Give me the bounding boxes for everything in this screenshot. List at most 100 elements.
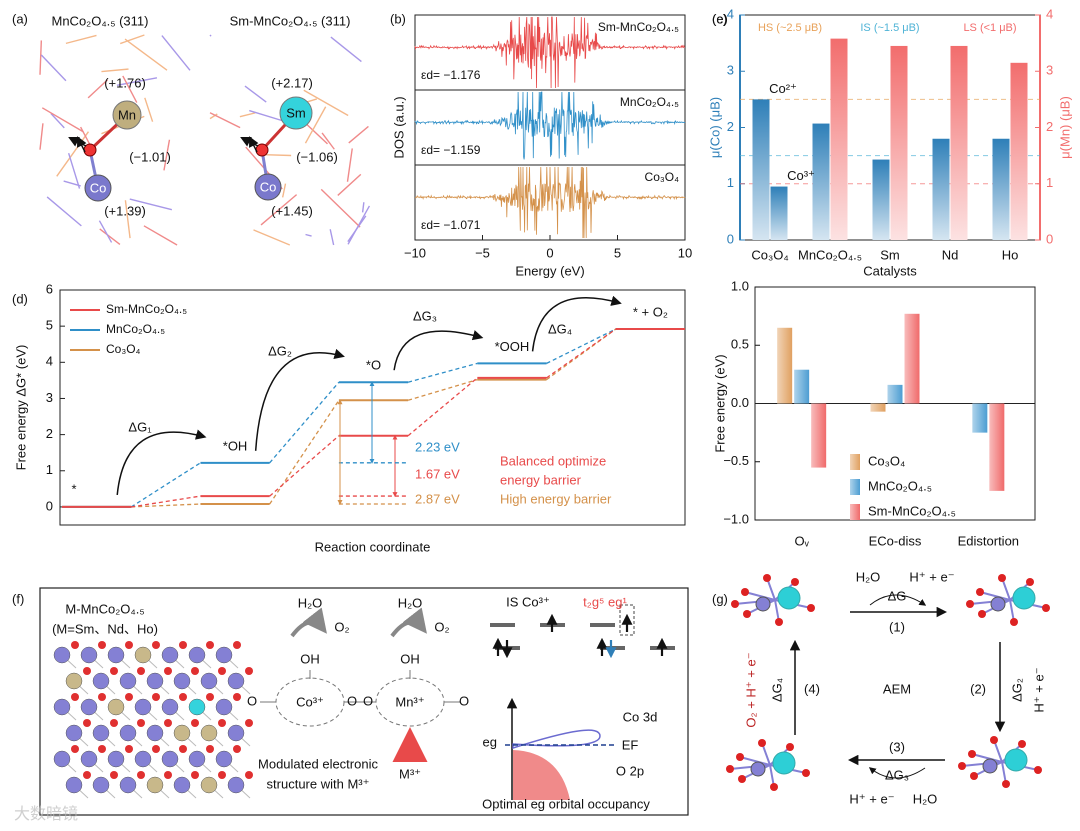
crystal-atom (200, 776, 218, 794)
step-label: ΔG₃ (413, 308, 437, 323)
state-label: * + O₂ (633, 304, 668, 319)
o-atom (966, 600, 974, 608)
crystal-atom (92, 672, 110, 690)
step-label: ΔG₄ (548, 321, 572, 336)
legend-label: Co₃O₄ (868, 453, 905, 468)
x-tick-label: MnCo₂O₄.₅ (798, 247, 862, 262)
crystal-o (137, 771, 145, 779)
lattice-bond (347, 215, 367, 242)
diagram-text: O (347, 693, 357, 708)
diagram-text: (−1.06) (296, 149, 338, 164)
bar (992, 138, 1010, 240)
lattice-bond (50, 113, 65, 129)
lattice-bond (209, 113, 218, 120)
lattice-bond (99, 228, 121, 245)
crystal-o (218, 771, 226, 779)
crystal-o (71, 693, 79, 701)
crystal-o (110, 771, 118, 779)
arrow (77, 136, 87, 153)
lattice-bond (46, 196, 82, 227)
crystal-atom (173, 672, 191, 690)
lattice-bond (361, 202, 365, 213)
dos-annotation: εd= −1.071 (421, 218, 481, 232)
bar (811, 403, 827, 468)
crystal-o (98, 693, 106, 701)
diagram-text: ΔG (888, 588, 907, 603)
crystal-o (206, 693, 214, 701)
crystal-o (206, 641, 214, 649)
bar (890, 45, 908, 240)
lattice-bond (239, 112, 256, 118)
legend-swatch (850, 454, 860, 470)
y-tick-label: 0 (727, 231, 734, 246)
diagram-text: H₂O (298, 595, 323, 610)
o-atom (743, 610, 751, 618)
y-tick-label: −1.0 (723, 511, 749, 526)
crystal-o (125, 693, 133, 701)
crystal-o (110, 719, 118, 727)
step-label: ΔG₁ (128, 419, 152, 434)
lattice-bond (116, 77, 158, 87)
diagram-text: (4) (804, 681, 820, 696)
co-atom (990, 596, 1006, 612)
crystal-atom (80, 750, 98, 768)
diagram-text: Co 3d (623, 709, 658, 724)
barrier-label: 2.23 eV (415, 439, 460, 454)
diagram-text: M-MnCo₂O₄.₅ (65, 601, 144, 616)
crystal-atom (65, 724, 83, 742)
lattice-bond (67, 153, 81, 189)
atom-co (254, 173, 282, 201)
annotation: Co²⁺ (769, 81, 797, 96)
co-atom (750, 761, 766, 777)
arrow (249, 136, 259, 153)
diagram-text: H⁺ + e⁻ (909, 569, 954, 584)
crystal-o (71, 745, 79, 753)
crystal-o (206, 745, 214, 753)
bar (770, 186, 788, 240)
diagram-text: (M=Sm、Nd、Ho) (52, 621, 158, 636)
diagram-text: O (459, 693, 469, 708)
highlight (619, 604, 635, 636)
diagram-text: O 2p (616, 763, 644, 778)
x-tick-label: Oᵥ (795, 533, 810, 548)
crystal-atom (227, 672, 245, 690)
bar (1010, 62, 1028, 240)
legend-swatch (850, 479, 860, 495)
crystal-atom (227, 776, 245, 794)
diagram-text: O (363, 693, 373, 708)
crystal-atom (107, 750, 125, 768)
diagram-text: Modulated electronic (258, 756, 378, 771)
m-atom (1004, 748, 1028, 772)
crystal-atom (134, 698, 152, 716)
lattice-bond (41, 107, 84, 133)
crystal-atom (173, 776, 191, 794)
o-atom (978, 610, 986, 618)
y2-axis-label: μ(Mn) (μB) (1057, 96, 1072, 159)
atom-co (84, 174, 112, 202)
crystal-atom (53, 646, 71, 664)
crystal-atom (188, 750, 206, 768)
diagram-text: Sm (286, 105, 306, 120)
y-tick-label: 2 (46, 426, 53, 441)
crystal-o (179, 745, 187, 753)
y-tick-label: 6 (46, 281, 53, 296)
diagram-text: H₂O (913, 791, 938, 806)
lattice-bond (264, 153, 292, 157)
x-tick-label: Nd (942, 247, 959, 262)
crystal-atom (146, 724, 164, 742)
crystal-o (218, 719, 226, 727)
crystal-o (152, 693, 160, 701)
y-tick-label: 3 (46, 390, 53, 405)
diagram-text: eg (483, 734, 497, 749)
diagram-text: (+2.17) (271, 75, 313, 90)
barrier-label: 1.67 eV (415, 466, 460, 481)
crystal-o (191, 667, 199, 675)
crystal-o (179, 693, 187, 701)
atom-metal (112, 100, 142, 130)
lattice-bond (39, 123, 44, 150)
crystal-atom (53, 698, 71, 716)
x-tick-label: Ho (1002, 247, 1019, 262)
crystal-atom (200, 724, 218, 742)
y2-tick-label: 4 (1046, 6, 1053, 21)
cycle-curve (868, 767, 926, 779)
